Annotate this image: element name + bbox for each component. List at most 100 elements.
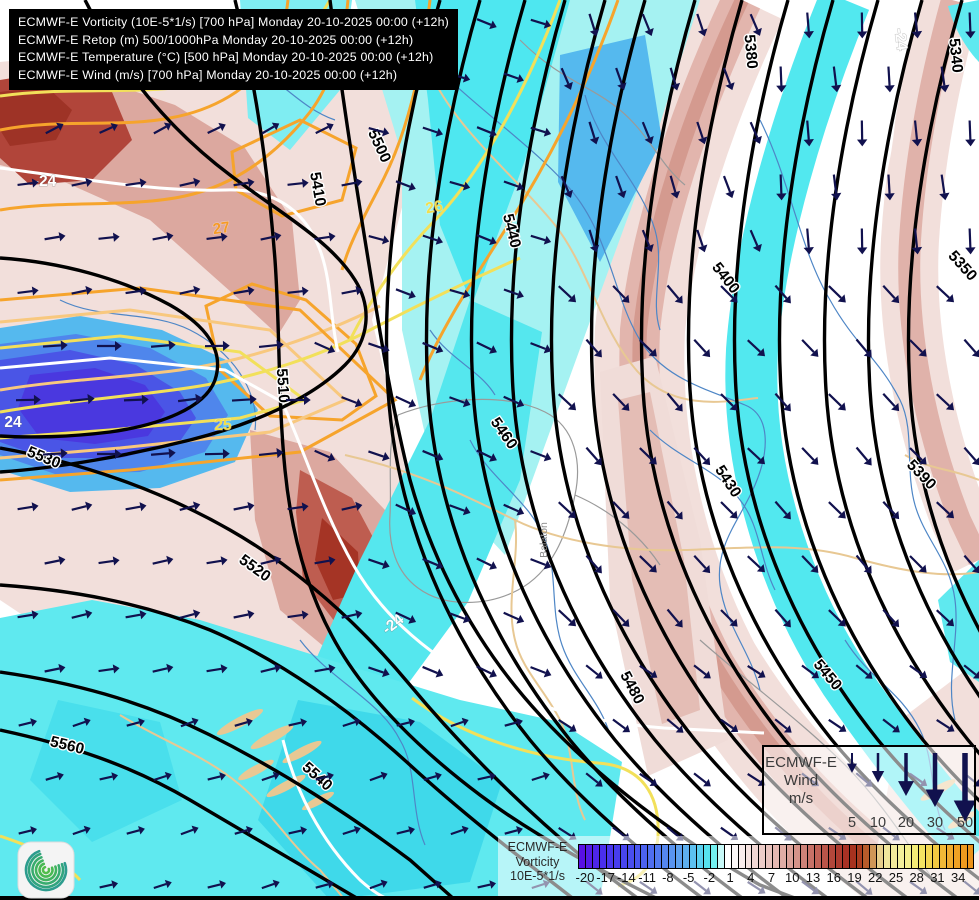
colorbar-tick: 22	[867, 870, 883, 885]
colorbar-tick: 25	[888, 870, 904, 885]
colorbar-cell	[945, 845, 953, 868]
title-line-vorticity: ECMWF-E Vorticity (10E-5*1/s) [700 hPa] …	[18, 15, 450, 29]
colorbar-cell	[924, 845, 932, 868]
colorbar-cell	[862, 845, 870, 868]
colorbar-cell	[579, 845, 585, 868]
colorbar-cell	[626, 845, 634, 868]
wind-legend-title: ECMWF-E Wind m/s	[764, 747, 838, 833]
colorbar-tick: -5	[682, 870, 695, 885]
colorbar-cell	[793, 845, 800, 868]
colorbar-tick: -17	[596, 870, 616, 885]
colorbar-tick: 28	[909, 870, 924, 885]
colorbar-tick: -8	[662, 870, 674, 885]
vorticity-colorbar: ECMWF-E Vorticity 10E-5*1/s -20 -17 -14 -11…	[498, 837, 979, 897]
map-bottom-frame	[0, 896, 979, 900]
provider-logo	[17, 841, 75, 900]
colorbar-cell	[605, 845, 613, 868]
colorbar-cell	[675, 845, 683, 868]
colorbar-cell	[931, 845, 939, 868]
contour-label: 5510	[273, 368, 292, 404]
colorbar-cell	[723, 845, 731, 868]
colorbar-tick: 7	[767, 870, 776, 885]
wind-legend-speed-label: 5	[848, 815, 856, 831]
colorbar-cell	[772, 845, 780, 868]
wind-legend: ECMWF-E Wind m/s 5 10 20 30 50	[762, 745, 976, 835]
colorbar-cell	[668, 845, 676, 868]
spiral-logo-icon	[17, 841, 75, 899]
colorbar-cell	[848, 845, 856, 868]
title-line-wind: ECMWF-E Wind (m/s) [700 hPa] Monday 20-1…	[18, 67, 398, 82]
colorbar-tick: 31	[930, 870, 945, 885]
colorbar-cells	[578, 844, 974, 869]
contour-label: 27	[212, 219, 231, 238]
colorbar-cell	[911, 845, 918, 868]
colorbar-cell	[689, 845, 696, 868]
colorbar-tick: 10	[785, 870, 800, 885]
colorbar-cell	[758, 845, 766, 868]
colorbar-cell	[619, 845, 627, 868]
colorbar-cell	[591, 845, 599, 868]
colorbar-title: ECMWF-E Vorticity 10E-5*1/s	[498, 840, 577, 884]
colorbar-cell	[702, 845, 710, 868]
contour-label: 26	[424, 198, 444, 218]
colorbar-cell	[904, 845, 911, 868]
wind-legend-param: Wind	[783, 772, 819, 789]
wind-legend-arrows: 5 10 20 30 50	[847, 753, 974, 831]
colorbar-cell	[869, 845, 877, 868]
colorbar-tick: -11	[638, 870, 657, 885]
title-block: ECMWF-E Vorticity (10E-5*1/s) [700 hPa] …	[9, 9, 459, 91]
colorbar-cell	[938, 845, 946, 868]
colorbar-tick: -20	[575, 870, 595, 885]
colorbar-param: Vorticity	[515, 854, 560, 869]
colorbar-cell	[966, 845, 974, 868]
wind-legend-speed-label: 30	[927, 815, 943, 831]
colorbar-tick-labels: -20 -17 -14 -11 -8 -5 -2 1 4 7 10 13 16 19 22 25 28 31 34	[575, 870, 972, 888]
colorbar-cell	[640, 845, 648, 868]
colorbar-tick: 16	[826, 870, 841, 885]
contour-label: -24	[891, 27, 911, 52]
wind-legend-model: ECMWF-E	[765, 754, 837, 771]
contour-label: 5340	[945, 37, 966, 73]
colorbar-tick: -14	[616, 870, 636, 885]
colorbar-tick: -2	[703, 870, 716, 885]
title-line-temperature: ECMWF-E Temperature (°C) [500 hPa] Monda…	[18, 50, 434, 65]
colorbar-cell	[682, 845, 689, 868]
colorbar-cell	[952, 845, 960, 868]
wind-legend-speed-label: 20	[898, 815, 914, 831]
colorbar-cell	[647, 845, 655, 868]
colorbar-tick: 34	[950, 870, 966, 885]
colorbar-cell	[751, 845, 759, 868]
colorbar-cell	[744, 845, 752, 868]
colorbar-cell	[765, 845, 773, 868]
colorbar-cell	[584, 845, 592, 868]
colorbar-cell	[841, 845, 849, 868]
colorbar-cell	[709, 845, 717, 868]
wind-legend-unit: m/s	[788, 790, 814, 807]
contour-label: 25	[214, 417, 232, 434]
colorbar-cell	[897, 845, 905, 868]
colorbar-cell	[695, 845, 703, 868]
colorbar-cell	[730, 845, 738, 868]
colorbar-cell	[786, 845, 794, 868]
colorbar-cell	[654, 845, 662, 868]
colorbar-cell	[779, 845, 787, 868]
colorbar-cell	[855, 845, 863, 868]
colorbar-cell	[883, 845, 891, 868]
colorbar-cell	[834, 845, 842, 868]
colorbar-cell	[827, 845, 835, 868]
colorbar-cell	[800, 845, 807, 868]
wind-legend-speed-label: 10	[870, 815, 886, 831]
colorbar-tick: 4	[747, 870, 755, 885]
contour-label: 24	[4, 414, 22, 431]
colorbar-cell	[737, 845, 745, 868]
colorbar-tick: 1	[726, 870, 734, 885]
colorbar-cell	[661, 845, 669, 868]
geopotential-contours-left	[0, 0, 801, 900]
colorbar-cell	[917, 845, 925, 868]
colorbar-tick: 19	[847, 870, 862, 885]
title-line-retop: ECMWF-E Retop (m) 500/1000hPa Monday 20-…	[18, 32, 414, 47]
colorbar-model: ECMWF-E	[507, 840, 568, 854]
